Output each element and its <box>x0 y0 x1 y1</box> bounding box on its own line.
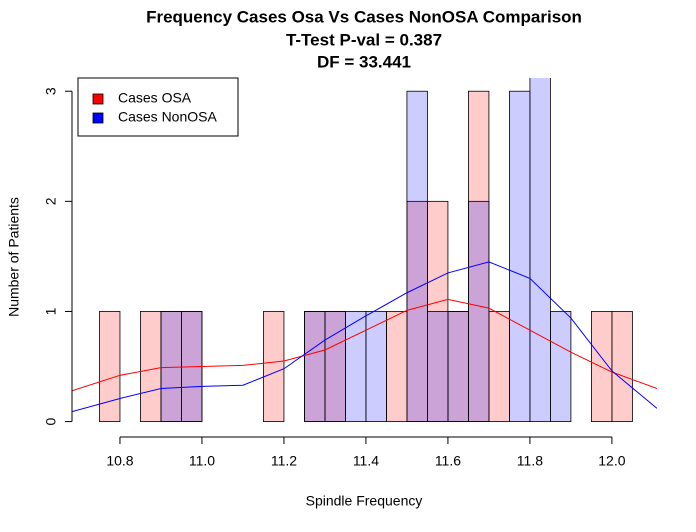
legend-label: Cases NonOSA <box>118 109 217 125</box>
bar <box>488 311 510 422</box>
bar <box>263 311 285 422</box>
bar <box>345 311 367 422</box>
x-tick-label: 11.2 <box>271 453 297 469</box>
legend-swatch <box>92 112 104 124</box>
legend-box <box>77 77 239 137</box>
x-tick-label: 12.0 <box>598 453 625 469</box>
bar <box>427 311 449 422</box>
chart-subtitle: T-Test P-val = 0.387 <box>286 30 442 49</box>
bar <box>160 311 182 422</box>
bar <box>611 311 633 422</box>
density-line <box>72 298 657 392</box>
legend-swatch <box>92 93 104 105</box>
chart-title: Frequency Cases Osa Vs Cases NonOSA Comp… <box>146 7 582 26</box>
chart-subtitle: DF = 33.441 <box>317 52 411 71</box>
x-tick-label: 10.8 <box>106 453 133 469</box>
legend-label: Cases OSA <box>118 90 192 106</box>
plot-area <box>72 78 657 422</box>
bar <box>99 311 121 422</box>
y-tick-label: 0 <box>43 417 59 425</box>
bar <box>386 311 408 422</box>
x-tick-label: 11.8 <box>517 453 543 469</box>
bar <box>468 200 490 422</box>
x-tick-label: 11.6 <box>435 453 461 469</box>
bar <box>550 311 572 422</box>
bar <box>304 311 326 422</box>
y-axis-label: Number of Patients <box>6 197 22 317</box>
density-line <box>72 261 657 413</box>
bar <box>447 311 469 422</box>
bar <box>529 78 551 422</box>
x-axis-label: Spindle Frequency <box>306 493 423 509</box>
x-tick-label: 11.4 <box>353 453 379 469</box>
bar <box>365 311 387 422</box>
bar <box>324 311 346 422</box>
bar <box>509 90 531 422</box>
x-tick-label: 11.0 <box>189 453 215 469</box>
y-tick-label: 2 <box>43 197 59 205</box>
y-tick-label: 3 <box>43 87 59 95</box>
y-tick-label: 1 <box>43 307 59 315</box>
bar <box>406 90 428 422</box>
bar <box>140 311 162 422</box>
